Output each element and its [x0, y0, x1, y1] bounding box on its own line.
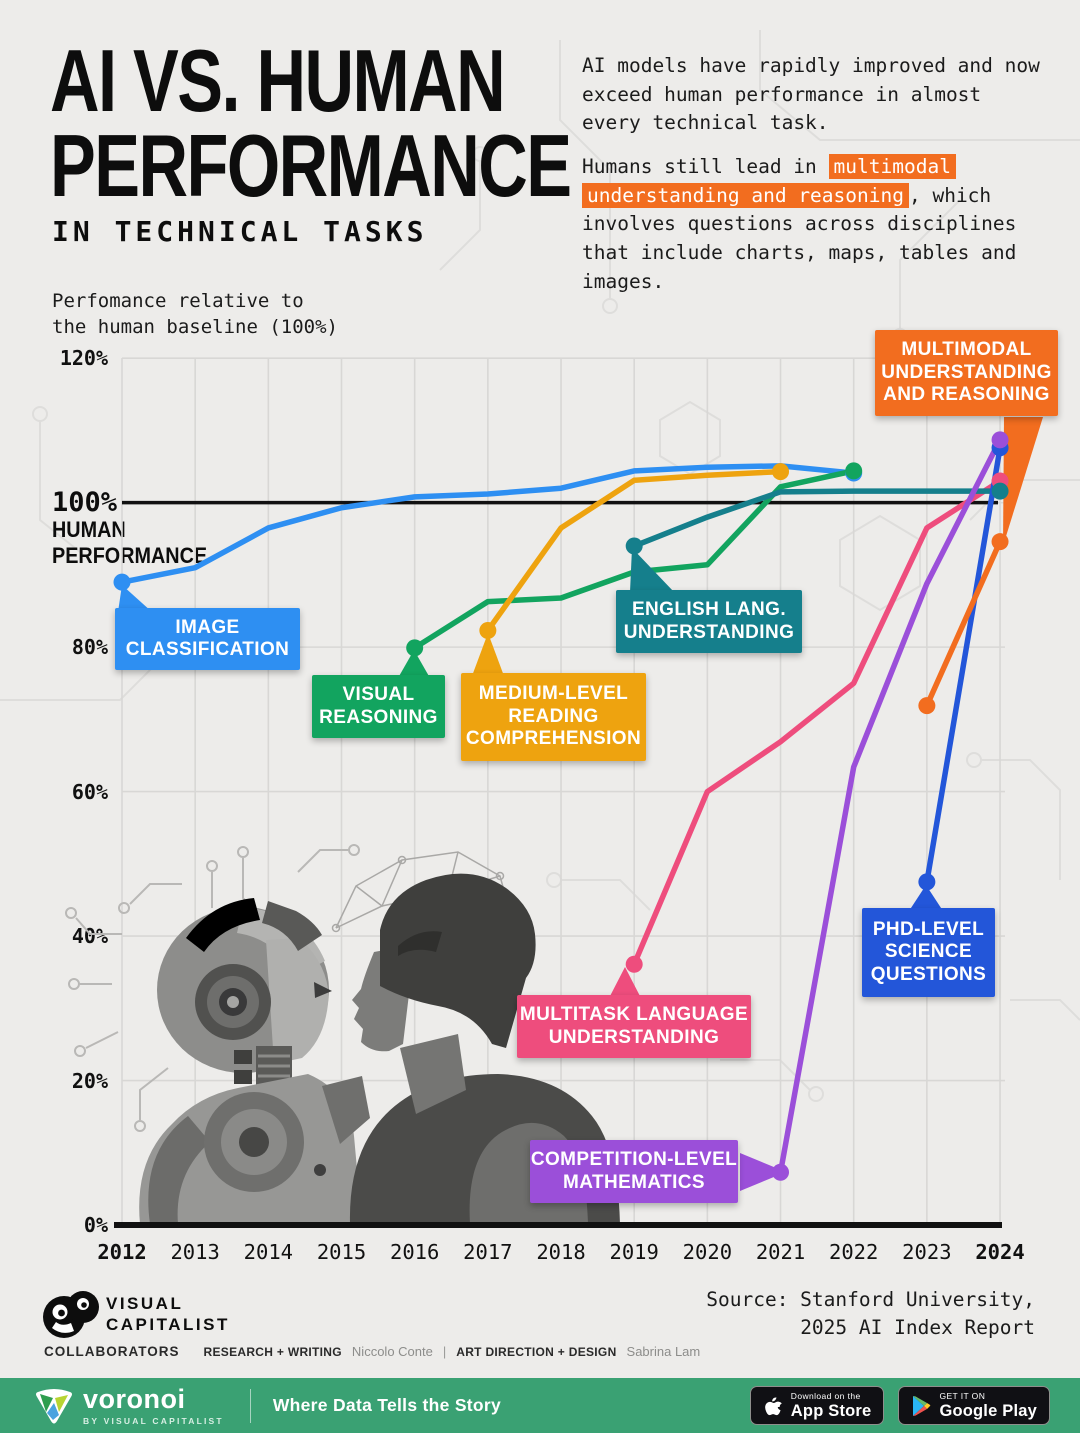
x-tick-2020: 2020 — [682, 1240, 733, 1264]
callout-medium_reading: MEDIUM-LEVEL READING COMPREHENSION — [461, 673, 646, 761]
callout-pointer-multitask — [608, 967, 642, 1000]
collaborators-label: COLLABORATORS — [44, 1344, 180, 1359]
callout-pointer-competition_math — [740, 1153, 786, 1191]
dot-multimodal — [918, 697, 936, 715]
line-english_lang — [631, 488, 1003, 549]
callout-pointer-visual_reasoning — [398, 650, 430, 678]
dot-phd_science — [918, 873, 936, 891]
line-multimodal — [924, 538, 1003, 709]
callout-pointer-english_lang — [630, 548, 674, 592]
callout-visual_reasoning: VISUAL REASONING — [312, 675, 445, 738]
visual-capitalist-wordmark: VISUAL CAPITALIST — [106, 1294, 230, 1335]
dot-visual_reasoning — [845, 462, 863, 480]
dot-visual_reasoning — [406, 639, 424, 657]
x-tick-2019: 2019 — [609, 1240, 659, 1264]
callout-english_lang: ENGLISH LANG. UNDERSTANDING — [616, 590, 802, 653]
x-tick-2022: 2022 — [829, 1240, 879, 1264]
dot-competition_math — [991, 431, 1009, 449]
callout-image_classification: IMAGE CLASSIFICATION — [115, 608, 300, 670]
x-tick-2023: 2023 — [902, 1240, 952, 1264]
x-tick-2021: 2021 — [755, 1240, 806, 1264]
google-play-badge[interactable]: GET IT ON Google Play — [898, 1386, 1050, 1425]
line-multitask — [631, 478, 1003, 967]
x-tick-2014: 2014 — [243, 1240, 294, 1264]
axis-note: Perfomance relative to the human baselin… — [52, 290, 338, 338]
y-tick-120: 120% — [59, 346, 108, 371]
callout-multitask: MULTITASK LANGUAGE UNDERSTANDING — [517, 995, 751, 1058]
y-tick-20: 20% — [71, 1068, 108, 1093]
dot-medium_reading — [772, 463, 790, 481]
dot-medium_reading — [479, 622, 497, 640]
voronoi-logo-icon — [36, 1388, 72, 1423]
x-tick-2012: 2012 — [97, 1240, 147, 1264]
app-store-badge[interactable]: Download on the App Store — [749, 1386, 885, 1425]
intro-paragraph-1: AI models have rapidly improved and now … — [582, 54, 1040, 135]
google-play-icon — [913, 1395, 931, 1416]
source-text: Source: Stanford University, 2025 AI Ind… — [706, 1288, 1035, 1340]
dot-multimodal — [991, 533, 1009, 551]
callout-phd_science: PHD-LEVEL SCIENCE QUESTIONS — [862, 908, 995, 997]
x-tick-2015: 2015 — [316, 1240, 367, 1264]
callout-pointer-image_classification — [118, 585, 152, 612]
dot-image_classification — [113, 573, 131, 591]
human-baseline-label: 100% HUMAN PERFORMANCE — [52, 487, 208, 568]
page-subtitle: IN TECHNICAL TASKS — [52, 215, 428, 248]
x-tick-2017: 2017 — [463, 1240, 513, 1264]
y-tick-0: 0% — [83, 1213, 108, 1237]
voronoi-footer-bar: voronoi BY VISUAL CAPITALIST Where Data … — [0, 1378, 1080, 1433]
callout-pointers — [118, 417, 1043, 1191]
dot-english_lang — [625, 537, 643, 555]
line-phd_science — [924, 445, 1003, 885]
intro-paragraph-2: Humans still lead in multimodal understa… — [582, 153, 1017, 293]
intro-text: AI models have rapidly improved and now … — [582, 52, 1042, 311]
divider — [249, 1388, 251, 1423]
voronoi-brand: voronoi BY VISUAL CAPITALIST — [34, 1383, 224, 1426]
callout-competition_math: COMPETITION-LEVEL MATHEMATICS — [530, 1140, 738, 1203]
apple-icon — [764, 1396, 782, 1415]
visual-capitalist-logo — [43, 1291, 99, 1338]
line-image_classification — [119, 463, 857, 585]
y-tick-40: 40% — [71, 924, 108, 949]
dot-multitask — [625, 955, 643, 973]
x-tick-2013: 2013 — [170, 1240, 220, 1264]
callout-pointer-medium_reading — [472, 633, 504, 676]
robot-human-illustration — [65, 844, 620, 1224]
x-tick-2024: 2024 — [975, 1240, 1025, 1264]
x-tick-2016: 2016 — [389, 1240, 440, 1264]
y-tick-60: 60% — [71, 779, 108, 804]
voronoi-wordmark: voronoi — [83, 1383, 186, 1414]
callout-pointer-multimodal — [1003, 417, 1043, 546]
tagline: Where Data Tells the Story — [272, 1395, 502, 1415]
line-medium_reading — [485, 468, 784, 634]
dot-english_lang — [991, 482, 1009, 500]
page-title: AI VS. HUMAN PERFORMANCE — [50, 31, 572, 216]
callout-multimodal: MULTIMODAL UNDERSTANDING AND REASONING — [875, 330, 1058, 416]
chart-dots — [113, 431, 1009, 1181]
y-tick-80: 80% — [71, 635, 108, 660]
collaborators-row: COLLABORATORS RESEARCH + WRITING Niccolo… — [44, 1344, 701, 1359]
x-tick-2018: 2018 — [536, 1240, 586, 1264]
dot-competition_math — [772, 1163, 790, 1181]
callout-pointer-phd_science — [909, 885, 943, 911]
line-competition_math — [777, 437, 1003, 1176]
